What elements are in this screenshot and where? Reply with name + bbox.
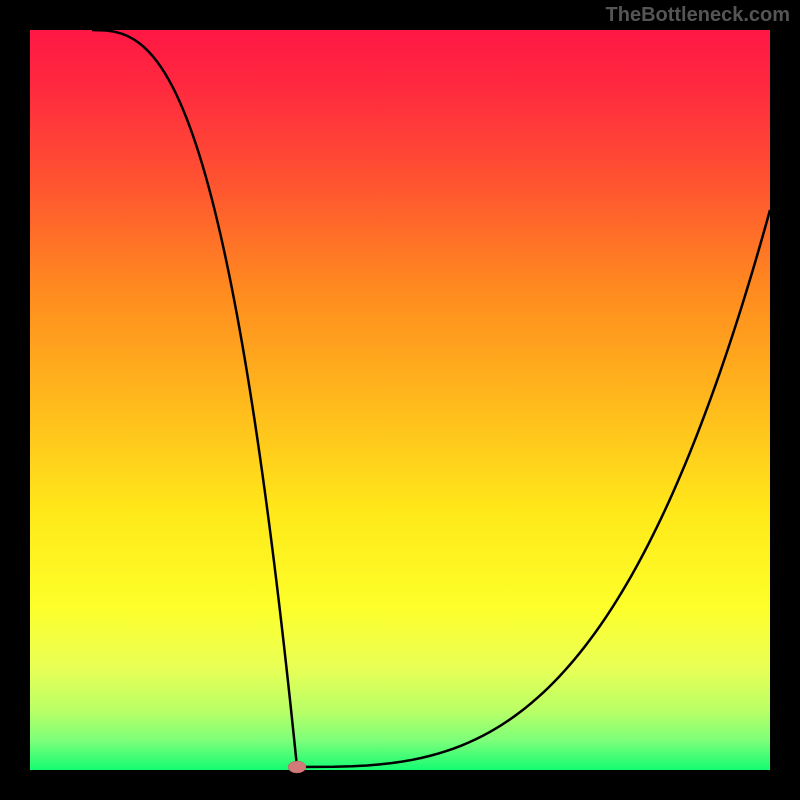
bottleneck-chart [0,0,800,800]
minimum-marker [288,761,306,773]
watermark-text: TheBottleneck.com [606,4,790,27]
plot-background [30,30,770,770]
chart-container: TheBottleneck.com [0,0,800,800]
